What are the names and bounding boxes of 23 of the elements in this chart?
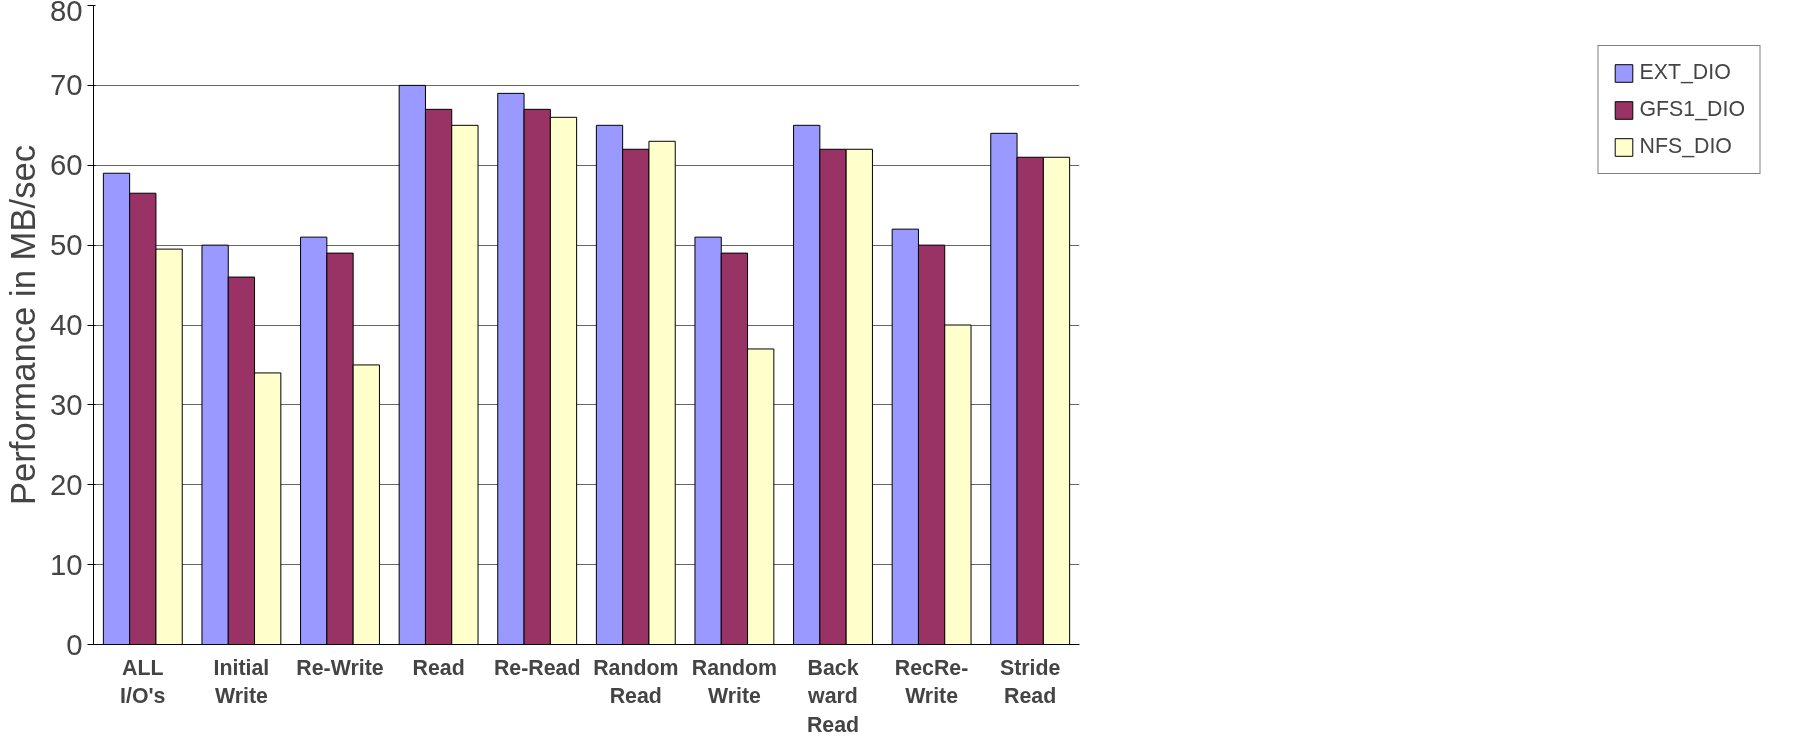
x-tick-label: ALL I/O's — [120, 655, 166, 709]
y-axis-title: Performance in MB/sec — [3, 144, 42, 506]
y-tick-label: 30 — [49, 387, 83, 421]
y-tick-label: 50 — [49, 228, 83, 262]
x-tick-label: Random Write — [691, 655, 778, 709]
y-tick-label: 10 — [49, 547, 83, 581]
x-tick-label: RecRe- Write — [894, 655, 969, 709]
x-tick-label: Re-Write — [296, 655, 384, 680]
x-tick-label: Re-Read — [493, 655, 581, 680]
y-tick-label: 20 — [49, 467, 83, 501]
legend-label: GFS1_DIO — [1639, 97, 1745, 122]
y-tick-label: 60 — [49, 148, 83, 182]
legend-label: EXT_DIO — [1639, 60, 1731, 85]
x-tick-label: Initial Write — [213, 655, 270, 709]
x-tick-label: Read — [412, 655, 465, 680]
y-tick-label: 70 — [49, 68, 83, 102]
y-tick-label: 40 — [49, 308, 83, 341]
x-tick-label: Back ward Read — [806, 655, 860, 738]
y-tick-label: 0 — [66, 627, 83, 661]
x-tick-label: Random Read — [593, 655, 679, 709]
x-tick-label: Stride Read — [999, 655, 1061, 709]
legend-label: NFS_DIO — [1639, 134, 1732, 159]
y-tick-label: 80 — [49, 0, 83, 27]
